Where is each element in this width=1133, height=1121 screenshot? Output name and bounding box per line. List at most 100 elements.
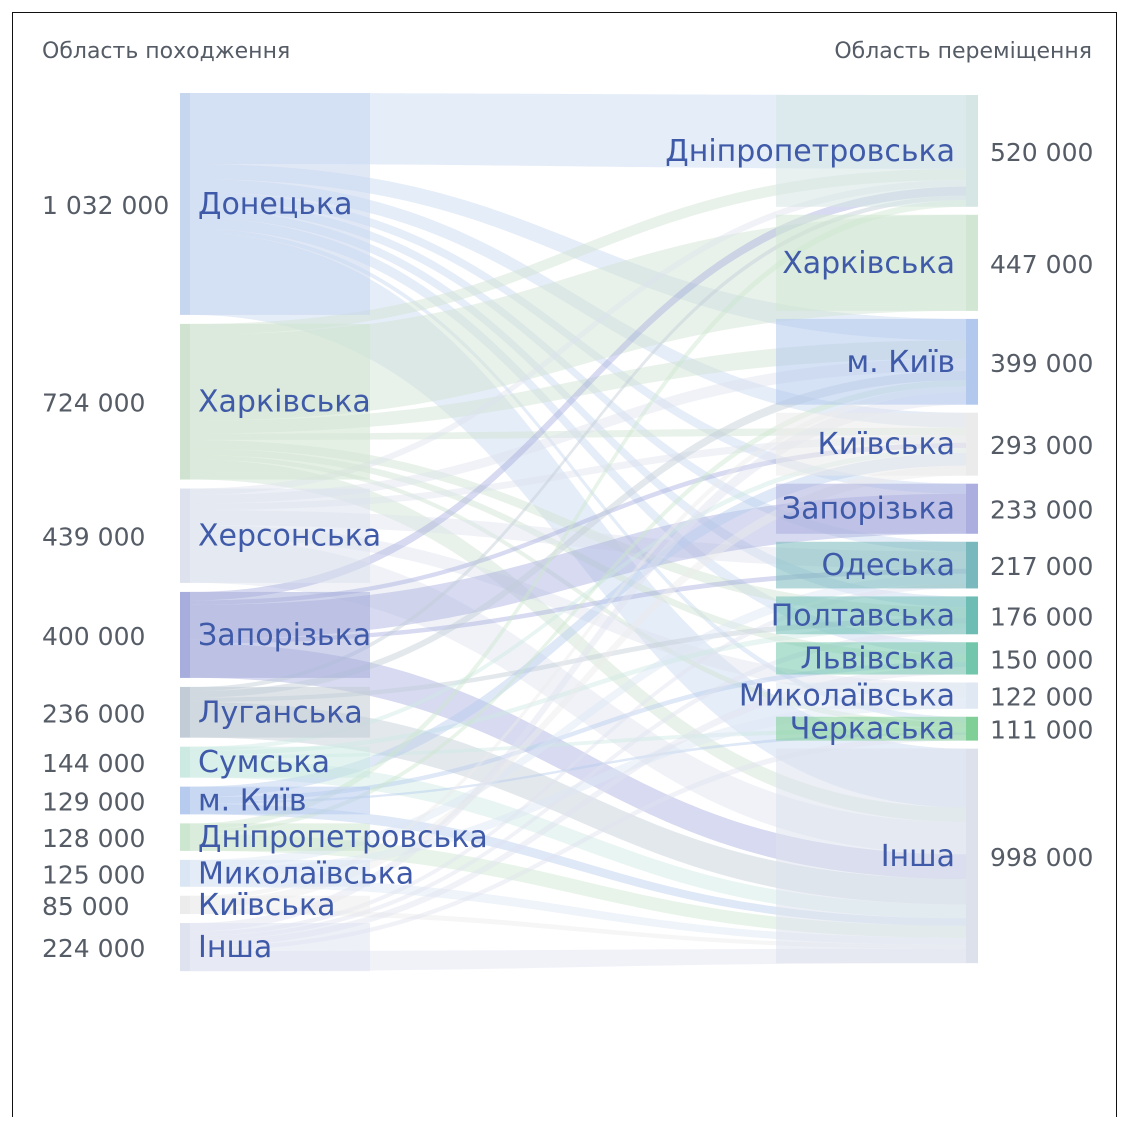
flow-links bbox=[190, 93, 966, 972]
flow-донецька-to-полтавська bbox=[190, 209, 966, 608]
target-band-дніпропетровська bbox=[776, 95, 966, 207]
flow-донецька-to-одеська bbox=[190, 200, 966, 552]
flow-дніпропетровська-to-дніпропетровська bbox=[190, 200, 966, 830]
source-band-інша bbox=[190, 923, 370, 972]
target-value-label: 520 000 bbox=[990, 138, 1093, 167]
flow-миколаївська-to-миколаївська bbox=[190, 698, 966, 878]
flow-запорізька-to-запорізька bbox=[190, 493, 966, 640]
source-band-миколаївська bbox=[190, 859, 370, 887]
target-node-одеська bbox=[966, 541, 978, 589]
source-value-label: 85 000 bbox=[42, 892, 129, 921]
flow-донецька-to-черкаська bbox=[190, 228, 966, 723]
flow-донецька-to-м-київ bbox=[190, 163, 966, 341]
target-node-львівська bbox=[966, 642, 978, 675]
flow-сумська-to-інша bbox=[190, 758, 966, 919]
flow-харківська-to-м-київ bbox=[190, 340, 966, 434]
target-name-label: Львівська bbox=[800, 641, 955, 676]
source-node-луганська bbox=[180, 686, 190, 738]
source-name-label: Київська bbox=[198, 888, 336, 923]
target-band-полтавська bbox=[776, 596, 966, 635]
target-value-label: 447 000 bbox=[990, 250, 1093, 279]
target-band-київська bbox=[776, 412, 966, 476]
flow-херсонська-to-дніпропетровська bbox=[190, 179, 966, 495]
source-value-label: 128 000 bbox=[42, 824, 145, 853]
flow-київська-to-м-київ bbox=[190, 386, 966, 901]
target-name-label: Миколаївська bbox=[739, 679, 955, 714]
target-node-полтавська bbox=[966, 596, 978, 635]
source-band-м-київ bbox=[190, 786, 370, 815]
source-band-київська bbox=[190, 895, 370, 915]
flow-дніпропетровська-to-інша bbox=[190, 834, 966, 938]
flow-харківська-to-черкаська bbox=[190, 455, 966, 728]
target-band-запорізька bbox=[776, 483, 966, 534]
source-node-сумська bbox=[180, 746, 190, 778]
flow-харківська-to-полтавська bbox=[190, 439, 966, 619]
flow-херсонська-to-миколаївська bbox=[190, 525, 966, 699]
target-band-м-київ bbox=[776, 318, 966, 405]
flow-харківська-to-інша bbox=[190, 459, 966, 823]
flow-херсонська-to-м-київ bbox=[190, 358, 966, 504]
flow-сумська-to-черкаська bbox=[190, 727, 966, 759]
source-node-миколаївська bbox=[180, 859, 190, 887]
target-name-label: Запорізька bbox=[782, 492, 955, 527]
target-value-label: 233 000 bbox=[990, 496, 1093, 525]
target-node-черкаська bbox=[966, 716, 978, 741]
source-node-київська bbox=[180, 895, 190, 915]
target-name-label: Київська bbox=[818, 427, 956, 462]
source-band-херсонська bbox=[190, 488, 370, 583]
source-band-запорізька bbox=[190, 591, 370, 678]
target-name-label: Одеська bbox=[822, 548, 956, 583]
source-name-label: Запорізька bbox=[198, 618, 371, 653]
flow-м-київ-to-інша bbox=[190, 803, 966, 926]
flow-інша-to-черкаська bbox=[190, 735, 966, 951]
flow-запорізька-to-одеська bbox=[190, 568, 966, 644]
source-value-label: 1 032 000 bbox=[42, 191, 169, 220]
target-band-миколаївська bbox=[776, 682, 966, 709]
labels: Область походження Область переміщення 1… bbox=[42, 39, 1093, 965]
flow-харківська-to-харківська bbox=[190, 214, 966, 421]
flow-миколаївська-to-одеська bbox=[190, 573, 966, 869]
flow-донецька-to-київська bbox=[190, 179, 966, 428]
flow-запорізька-to-київська bbox=[190, 442, 966, 605]
flow-харківська-to-київська bbox=[190, 427, 966, 440]
flow-сумська-to-київська bbox=[190, 447, 966, 751]
source-value-label: 724 000 bbox=[42, 389, 145, 418]
source-value-label: 125 000 bbox=[42, 860, 145, 889]
target-node-запорізька bbox=[966, 483, 978, 534]
source-value-label: 224 000 bbox=[42, 934, 145, 963]
source-node-дніпропетровська bbox=[180, 823, 190, 851]
source-name-label: Харківська bbox=[198, 385, 371, 420]
source-name-label: Сумська bbox=[198, 745, 330, 780]
flow-інша-to-інша bbox=[190, 948, 966, 972]
flow-донецька-to-дніпропетровська bbox=[190, 93, 966, 169]
flow-донецька-to-інша bbox=[190, 232, 966, 808]
flow-запорізька-to-дніпропетровська bbox=[190, 186, 966, 601]
target-band-одеська bbox=[776, 541, 966, 589]
source-node-запорізька bbox=[180, 591, 190, 678]
source-node-інша bbox=[180, 923, 190, 972]
source-band-харківська bbox=[190, 323, 370, 480]
target-value-label: 998 000 bbox=[990, 843, 1093, 872]
source-node-херсонська bbox=[180, 488, 190, 583]
source-name-label: Дніпропетровська bbox=[198, 820, 488, 855]
flow-луганська-to-м-київ bbox=[190, 370, 966, 698]
flow-донецька-to-львівська bbox=[190, 217, 966, 655]
target-value-label: 122 000 bbox=[990, 683, 1093, 712]
flow-інша-to-одеська bbox=[190, 583, 966, 936]
source-name-label: Донецька bbox=[198, 187, 352, 222]
target-node-київська bbox=[966, 412, 978, 476]
source-name-label: Інша bbox=[198, 930, 272, 965]
flow-інша-to-львівська bbox=[190, 667, 966, 947]
flow-харківська-to-львівська bbox=[190, 448, 966, 663]
flow-миколаївська-to-інша bbox=[190, 877, 966, 945]
source-value-label: 129 000 bbox=[42, 787, 145, 816]
left-header: Область походження bbox=[42, 39, 290, 64]
source-node-донецька bbox=[180, 93, 190, 315]
flow-інша-to-полтавська bbox=[190, 628, 966, 941]
target-name-label: Інша bbox=[881, 839, 955, 874]
target-name-label: м. Київ bbox=[846, 345, 955, 380]
target-name-label: Дніпропетровська bbox=[665, 134, 955, 169]
target-band-харківська bbox=[776, 214, 966, 311]
flow-херсонська-to-інша bbox=[190, 537, 966, 855]
